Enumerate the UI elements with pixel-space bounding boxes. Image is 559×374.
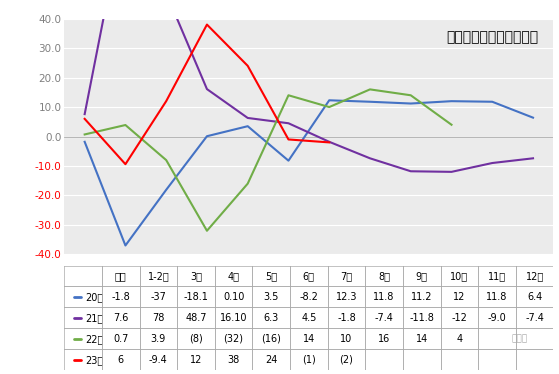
Text: 12: 12 [190,355,202,365]
Text: 23年: 23年 [86,355,104,365]
Text: 20年: 20年 [86,292,104,302]
Text: (2): (2) [339,355,353,365]
Text: 3.5: 3.5 [263,292,279,302]
Text: 9月: 9月 [416,271,428,281]
Text: (1): (1) [302,355,316,365]
Text: 12.3: 12.3 [336,292,357,302]
Text: 3月: 3月 [190,271,202,281]
Text: -9.0: -9.0 [487,313,506,323]
Text: -9.4: -9.4 [149,355,168,365]
Text: 78: 78 [152,313,164,323]
Text: 0.10: 0.10 [223,292,244,302]
Text: 6: 6 [117,355,124,365]
Text: 16.10: 16.10 [220,313,247,323]
Text: 汽车消费额月度增速走势: 汽车消费额月度增速走势 [447,31,539,45]
Text: 11.2: 11.2 [411,292,433,302]
Text: 12: 12 [453,292,466,302]
Text: 11.8: 11.8 [373,292,395,302]
Text: 21年: 21年 [86,313,104,323]
Text: 4: 4 [456,334,462,344]
Text: 4.5: 4.5 [301,313,316,323]
Text: 22年: 22年 [86,334,104,344]
Text: 年累: 年累 [115,271,126,281]
Text: -8.2: -8.2 [300,292,318,302]
Text: -12: -12 [452,313,467,323]
Text: 14: 14 [303,334,315,344]
Text: 6.3: 6.3 [264,313,279,323]
Text: -7.4: -7.4 [375,313,394,323]
Text: -18.1: -18.1 [183,292,209,302]
Text: -7.4: -7.4 [525,313,544,323]
Text: 48.7: 48.7 [185,313,207,323]
Text: 5月: 5月 [265,271,277,281]
Text: 0.7: 0.7 [113,334,129,344]
Text: 14: 14 [415,334,428,344]
Text: 1-2月: 1-2月 [148,271,169,281]
Text: 10月: 10月 [451,271,468,281]
Text: 6.4: 6.4 [527,292,542,302]
Text: (32): (32) [224,334,244,344]
Text: 11.8: 11.8 [486,292,508,302]
Text: 24: 24 [265,355,277,365]
Text: 11月: 11月 [488,271,506,281]
Text: 7月: 7月 [340,271,353,281]
Text: -1.8: -1.8 [337,313,356,323]
Text: 38: 38 [228,355,240,365]
Text: -11.8: -11.8 [409,313,434,323]
Text: 10: 10 [340,334,353,344]
Text: 7.6: 7.6 [113,313,129,323]
Text: 12月: 12月 [525,271,544,281]
Text: 崔东树: 崔东树 [511,334,527,343]
Text: 4月: 4月 [228,271,240,281]
Text: (16): (16) [261,334,281,344]
Text: -1.8: -1.8 [111,292,130,302]
Text: 3.9: 3.9 [151,334,166,344]
Text: 16: 16 [378,334,390,344]
Text: -37: -37 [150,292,166,302]
Text: 6月: 6月 [303,271,315,281]
Text: (8): (8) [189,334,203,344]
Text: 8月: 8月 [378,271,390,281]
